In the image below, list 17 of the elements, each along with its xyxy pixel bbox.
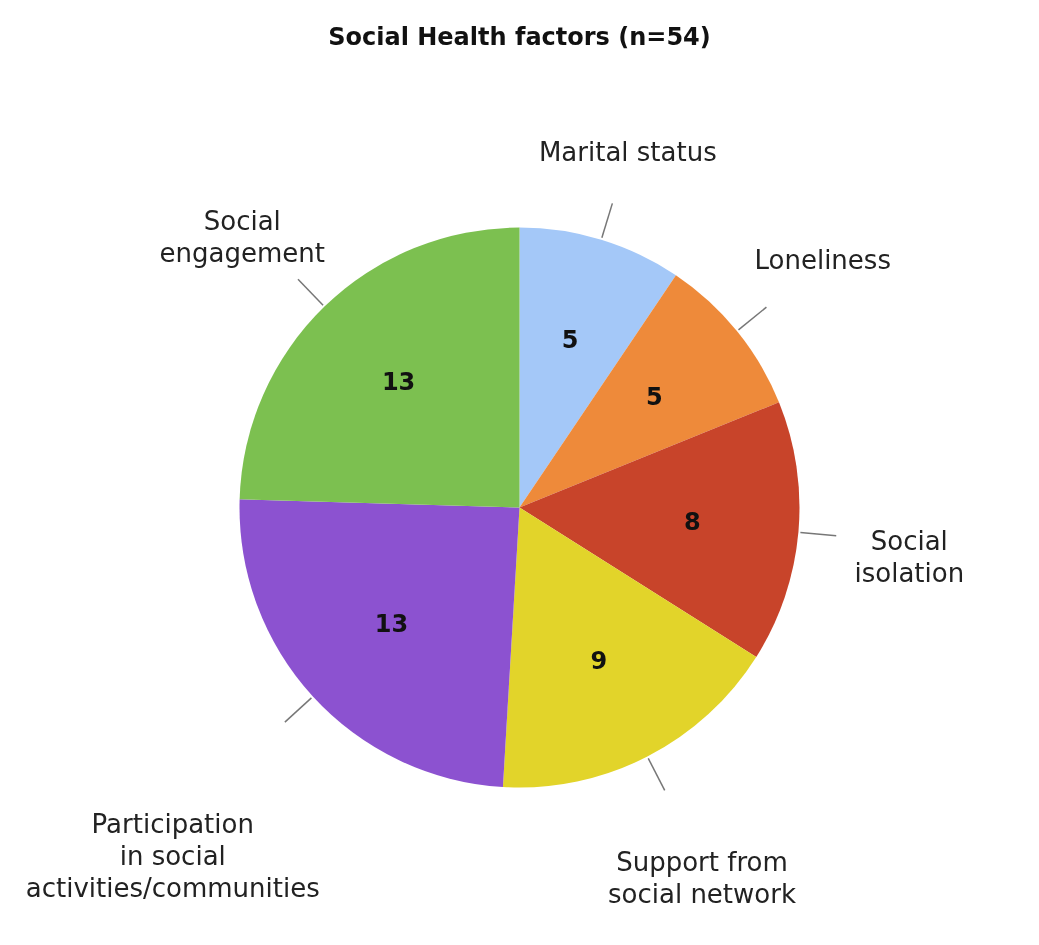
data-label: 5: [561, 326, 579, 355]
data-label: 9: [590, 646, 608, 675]
data-label: 8: [684, 507, 701, 536]
data-label: 5: [645, 383, 663, 412]
slice-label: Loneliness: [754, 245, 891, 276]
chart-title: Social Health factors (n=54): [328, 23, 711, 51]
slice-label: Social engagement: [159, 205, 325, 268]
data-label: 13: [381, 367, 416, 396]
slice-label: Social isolation: [854, 526, 965, 589]
data-label: 13: [374, 609, 409, 638]
pie-slice: [519, 275, 779, 508]
pie-slice: [502, 507, 757, 788]
slice-label: Marital status: [538, 136, 717, 167]
slice-label: Support from social network: [607, 847, 796, 910]
pie-slice: [519, 227, 676, 508]
pie-slice: [239, 499, 520, 788]
slice-label: Participation in social activities/communities: [25, 808, 320, 903]
